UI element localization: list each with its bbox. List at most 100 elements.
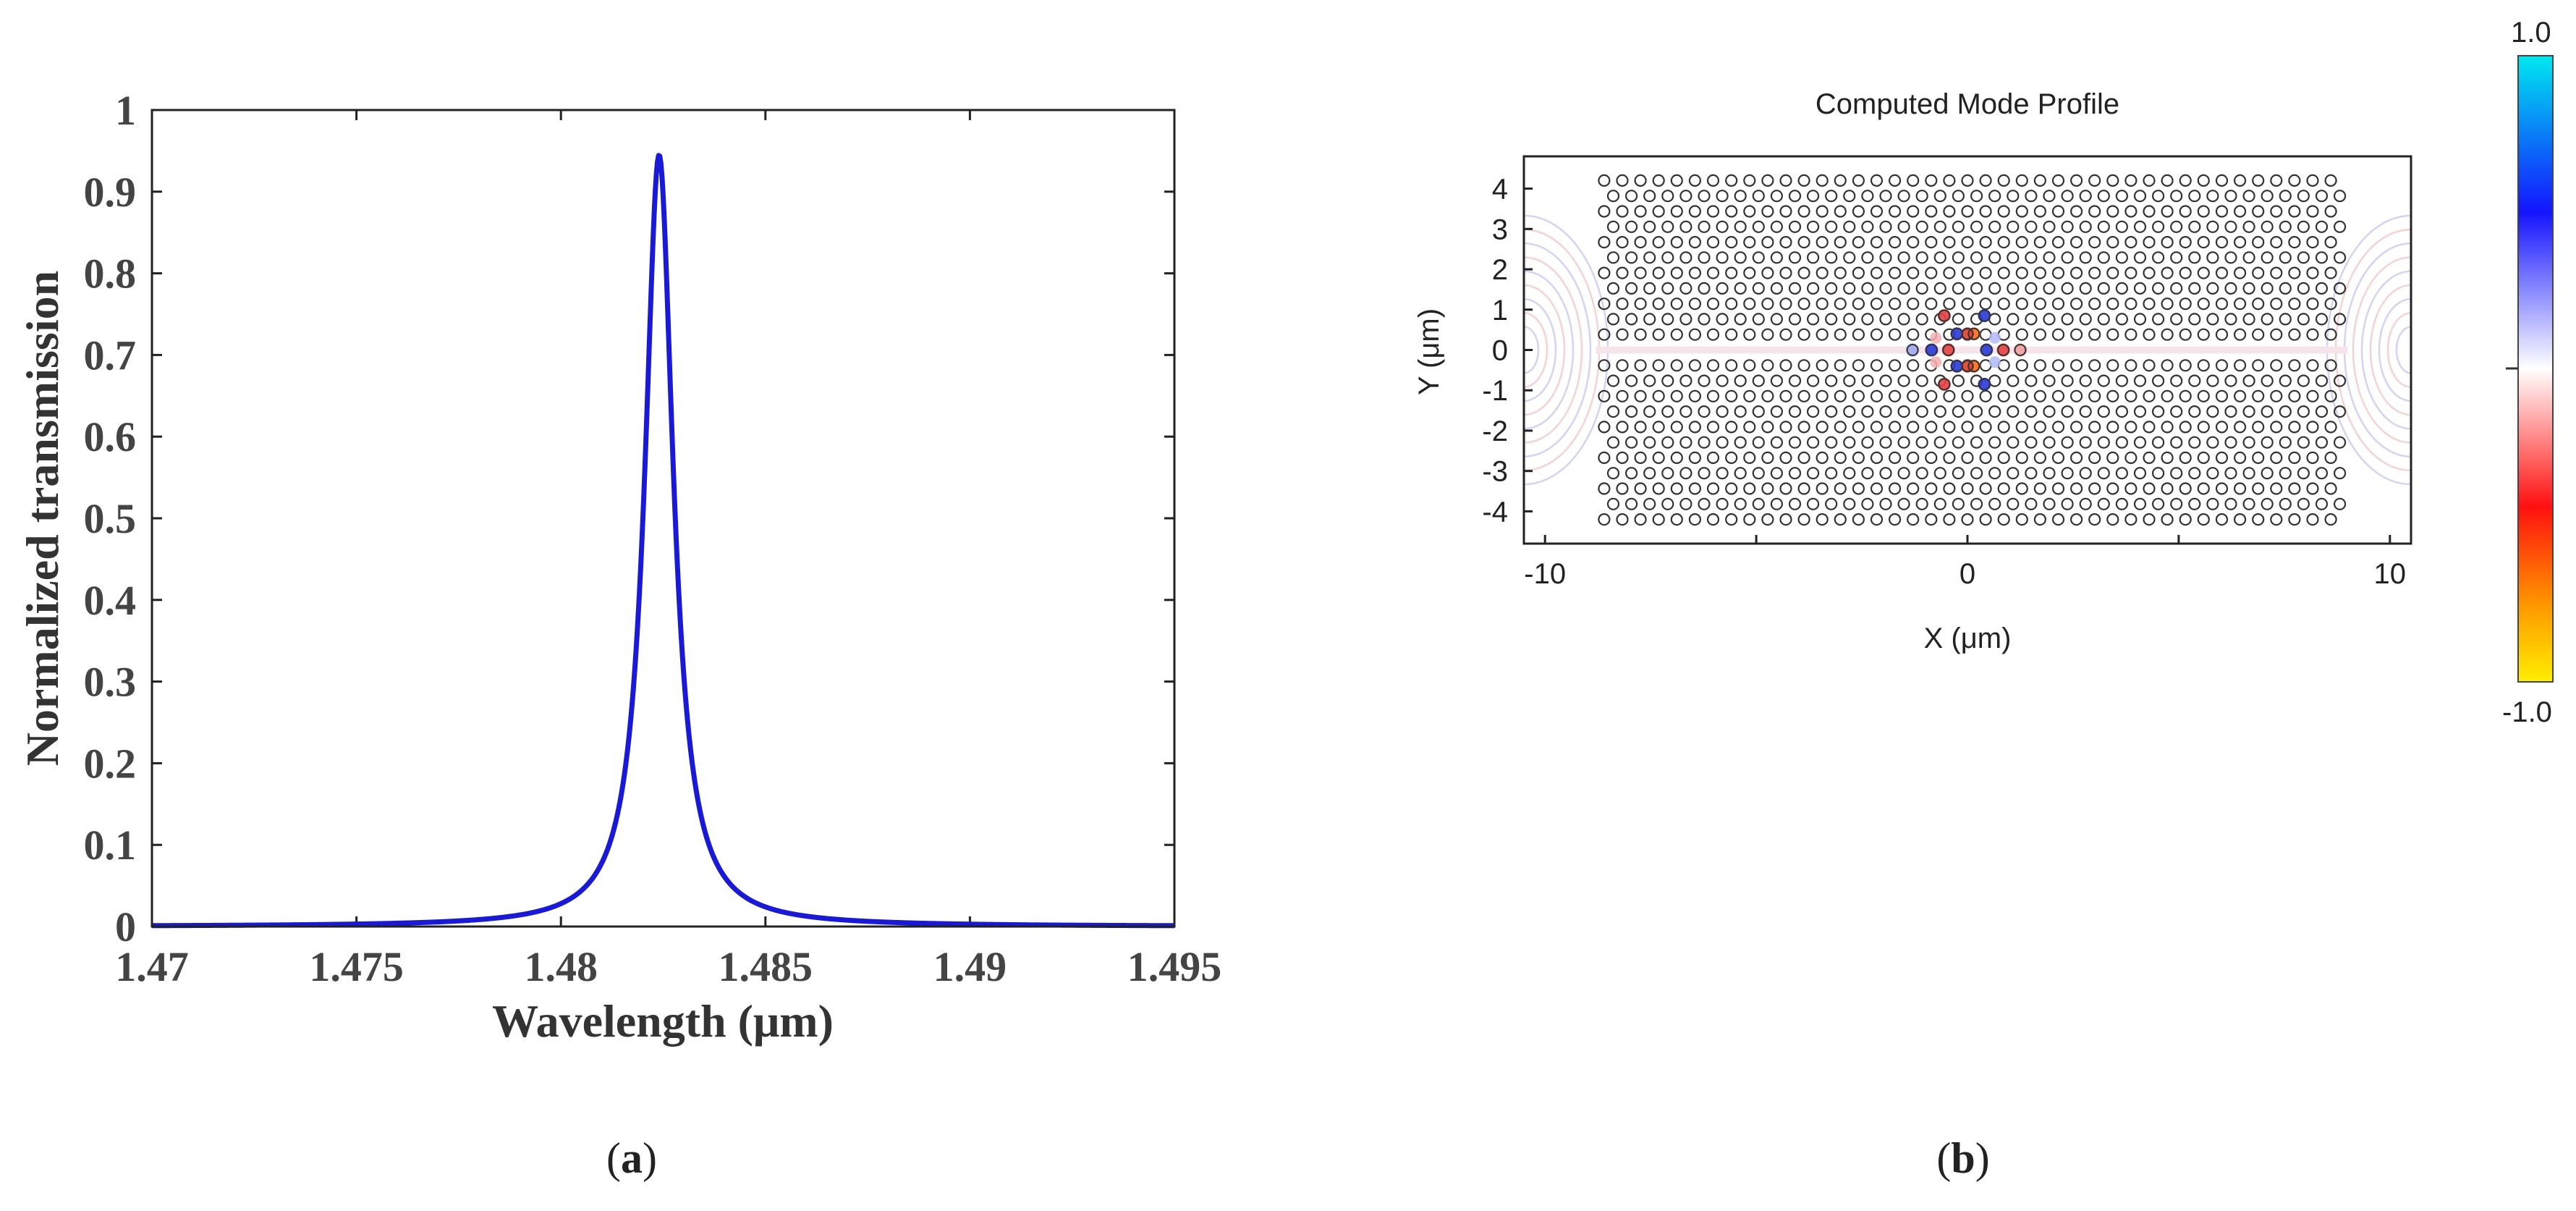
lattice-hole bbox=[1598, 298, 1611, 311]
mode-lobe bbox=[1925, 343, 1939, 357]
lattice-hole bbox=[1933, 282, 1946, 295]
lattice-hole bbox=[1889, 482, 1902, 495]
lattice-hole bbox=[1634, 421, 1647, 434]
lattice-hole bbox=[2161, 482, 2174, 495]
lattice-hole bbox=[1889, 328, 1902, 341]
lattice-hole bbox=[2334, 405, 2347, 418]
panel-b-label-letter: b bbox=[1951, 1134, 1975, 1182]
lattice-hole bbox=[1933, 405, 1946, 418]
lattice-hole bbox=[1679, 497, 1692, 510]
lattice-hole bbox=[1915, 282, 1928, 295]
lattice-hole bbox=[1634, 389, 1647, 402]
lattice-hole bbox=[1743, 298, 1756, 311]
lattice-hole bbox=[2315, 436, 2329, 449]
lattice-hole bbox=[1943, 421, 1956, 434]
lattice-hole bbox=[1706, 236, 1720, 249]
lattice-hole bbox=[1598, 236, 1611, 249]
lattice-hole bbox=[1943, 174, 1956, 187]
lattice-hole bbox=[1861, 251, 1874, 264]
lattice-hole bbox=[2324, 174, 2337, 187]
fringe bbox=[1524, 298, 1557, 402]
lattice-hole bbox=[1734, 190, 1747, 203]
lattice-hole bbox=[2179, 359, 2192, 372]
lattice-hole bbox=[2097, 374, 2110, 387]
lattice-hole bbox=[2124, 298, 2138, 311]
lattice-hole bbox=[1907, 266, 1920, 279]
lattice-hole bbox=[1734, 251, 1747, 264]
lattice-hole bbox=[1933, 497, 1946, 510]
lattice-hole bbox=[1752, 220, 1765, 233]
lattice-hole bbox=[2070, 512, 2083, 526]
lattice-hole bbox=[1925, 512, 1938, 526]
lattice-hole bbox=[2197, 236, 2210, 249]
lattice-hole bbox=[2261, 313, 2274, 326]
lattice-hole bbox=[1970, 220, 1983, 233]
lattice-hole bbox=[2297, 497, 2310, 510]
lattice-hole bbox=[2215, 236, 2229, 249]
lattice-hole bbox=[1706, 389, 1720, 402]
lattice-hole bbox=[1679, 374, 1692, 387]
lattice-hole bbox=[1807, 497, 1820, 510]
lattice-hole bbox=[1870, 359, 1884, 372]
lattice-hole bbox=[2043, 251, 2056, 264]
lattice-hole bbox=[1961, 298, 1974, 311]
lattice-hole bbox=[1643, 467, 1656, 480]
lattice-hole bbox=[1716, 374, 1729, 387]
lattice-hole bbox=[1688, 512, 1701, 526]
lattice-hole bbox=[2133, 467, 2147, 480]
lattice-hole bbox=[1652, 389, 1665, 402]
lattice-hole bbox=[2143, 174, 2156, 187]
lattice-hole bbox=[2234, 266, 2247, 279]
lattice-hole bbox=[2161, 328, 2174, 341]
lattice-hole bbox=[1779, 205, 1792, 218]
lattice-hole bbox=[2297, 251, 2310, 264]
lattice-hole bbox=[1616, 328, 1629, 341]
lattice-hole bbox=[2025, 282, 2038, 295]
lattice-hole bbox=[2106, 174, 2119, 187]
cavity-hole-outline bbox=[1997, 344, 2010, 356]
lattice-hole bbox=[1879, 497, 1892, 510]
lattice-hole bbox=[1598, 451, 1611, 465]
lattice-hole bbox=[2270, 451, 2283, 465]
lattice-hole bbox=[2170, 467, 2183, 480]
lattice-hole bbox=[2179, 174, 2192, 187]
lattice-hole bbox=[2079, 467, 2092, 480]
lattice-hole bbox=[1688, 482, 1701, 495]
lattice-hole bbox=[1616, 236, 1629, 249]
lattice-hole bbox=[2252, 205, 2265, 218]
lattice-hole bbox=[2061, 405, 2074, 418]
lattice-hole bbox=[1598, 421, 1611, 434]
cavity-hole-outline bbox=[1938, 378, 1951, 391]
lattice-hole bbox=[2188, 220, 2201, 233]
lattice-hole bbox=[1997, 298, 2010, 311]
lattice-hole bbox=[1970, 467, 1983, 480]
lattice-hole bbox=[1698, 405, 1711, 418]
lattice-hole bbox=[2124, 205, 2138, 218]
lattice-hole bbox=[2288, 421, 2301, 434]
mode-lobe-faint bbox=[1930, 356, 1942, 368]
lattice-hole bbox=[1616, 389, 1629, 402]
lattice-hole bbox=[2124, 328, 2138, 341]
lattice-hole bbox=[2270, 236, 2283, 249]
y-tick-label: 0 bbox=[1492, 335, 1508, 367]
lattice-hole bbox=[1852, 266, 1865, 279]
lattice-hole bbox=[2115, 405, 2128, 418]
lattice-hole bbox=[1706, 482, 1720, 495]
lattice-hole bbox=[2115, 497, 2128, 510]
lattice-hole bbox=[2097, 190, 2110, 203]
lattice-hole bbox=[2334, 190, 2347, 203]
lattice-hole bbox=[1634, 451, 1647, 465]
lattice-hole bbox=[1861, 190, 1874, 203]
lattice-hole bbox=[2161, 389, 2174, 402]
lattice-hole bbox=[2297, 374, 2310, 387]
lattice-hole bbox=[2315, 190, 2329, 203]
lattice-hole bbox=[2334, 220, 2347, 233]
lattice-hole bbox=[1652, 328, 1665, 341]
lattice-hole bbox=[2170, 220, 2183, 233]
lattice-hole bbox=[1625, 251, 1638, 264]
lattice-hole bbox=[1625, 282, 1638, 295]
lattice-hole bbox=[2033, 266, 2046, 279]
lattice-hole bbox=[2252, 266, 2265, 279]
lattice-hole bbox=[1952, 251, 1965, 264]
fringe bbox=[2352, 256, 2411, 444]
